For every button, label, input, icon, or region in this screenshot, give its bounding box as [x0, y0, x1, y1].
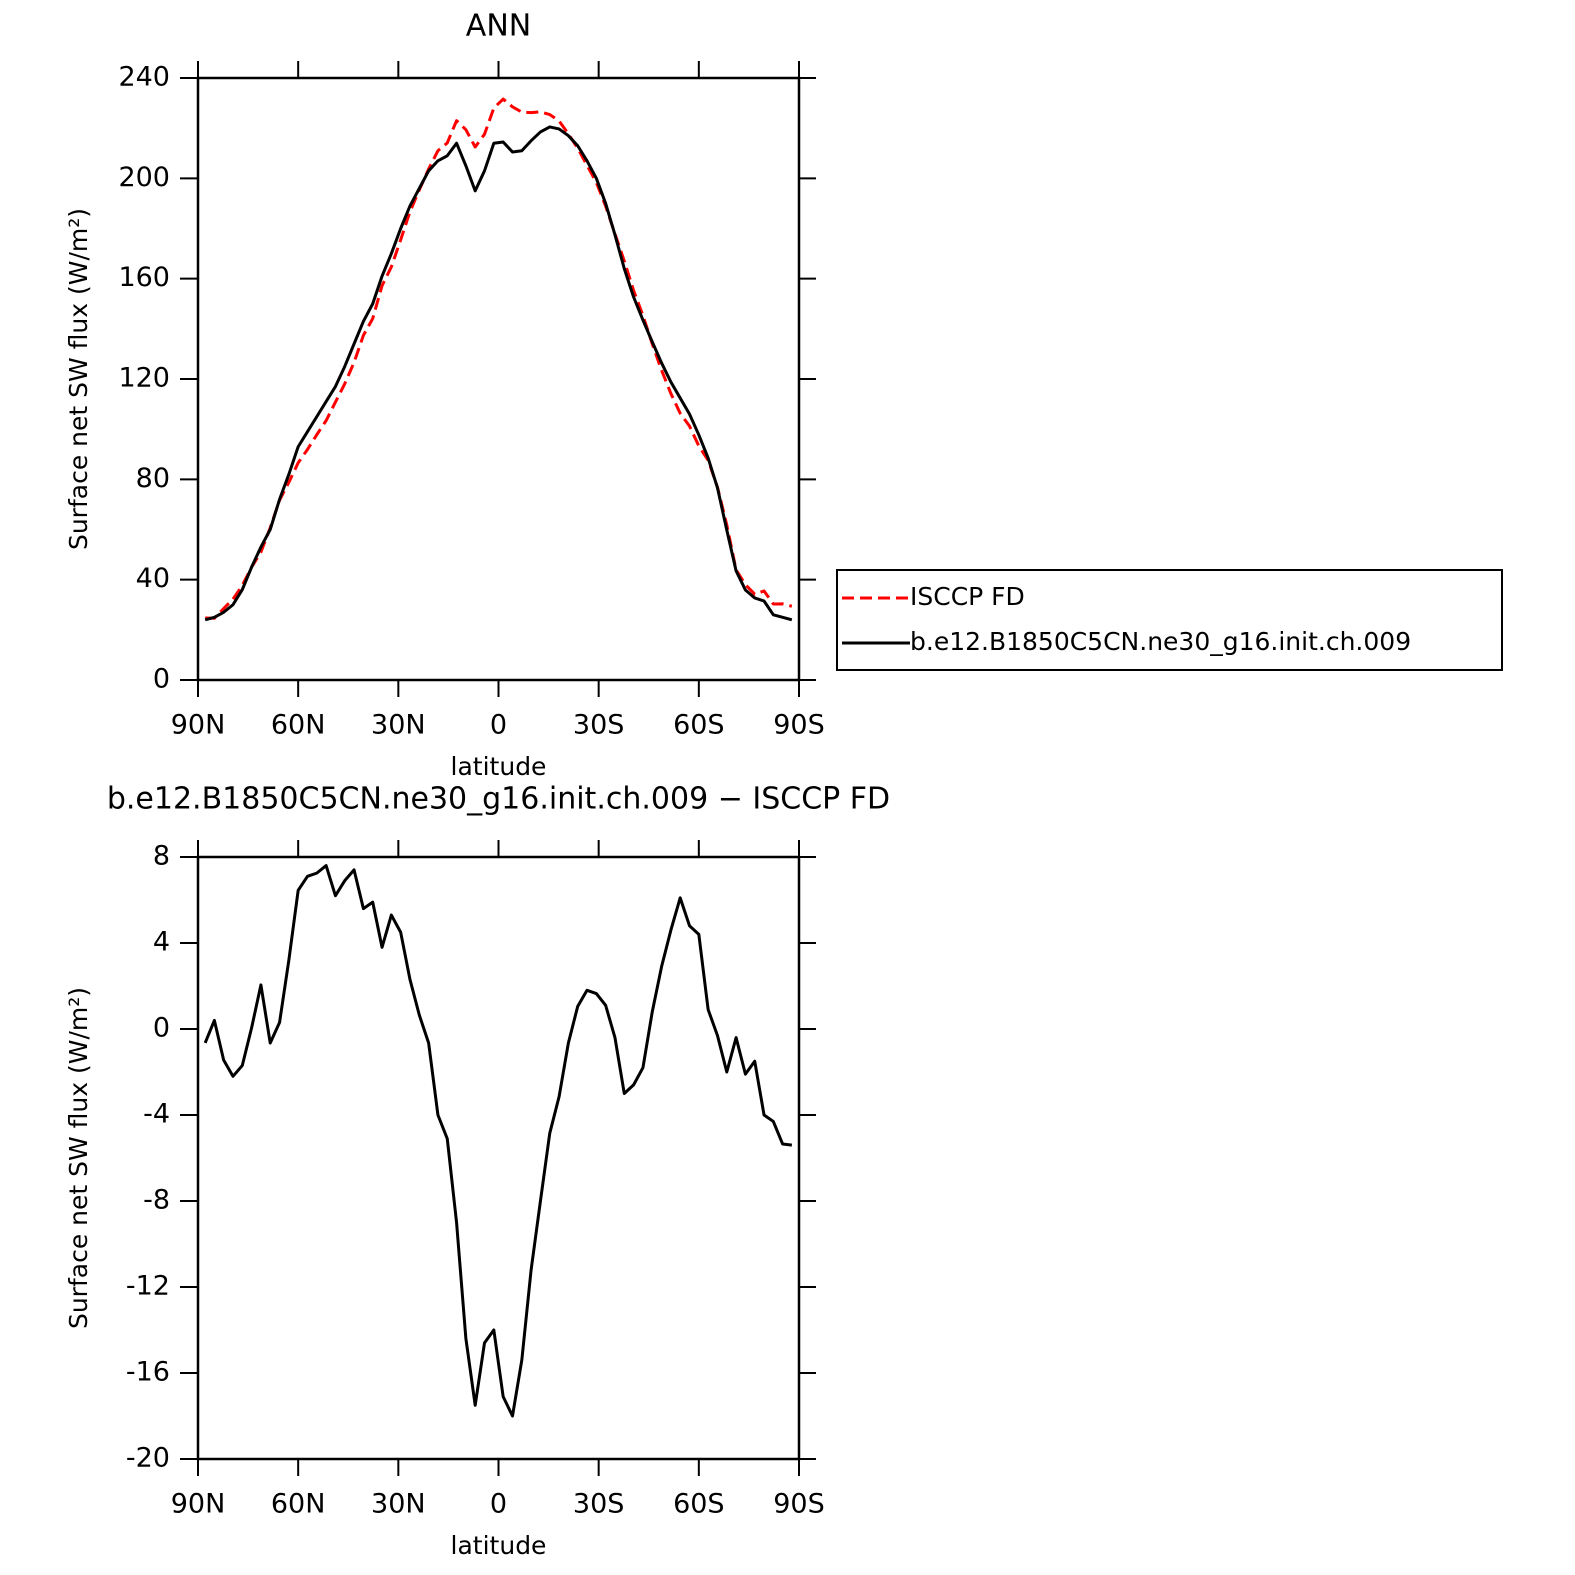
x-tick-label: 0 — [490, 1489, 507, 1520]
data-line — [204, 125, 793, 622]
x-axis-label: latitude — [451, 1531, 547, 1560]
y-tick-label: -4 — [143, 1099, 170, 1130]
x-tick-label: 60N — [271, 1489, 326, 1520]
y-tick-label: -8 — [143, 1185, 170, 1216]
x-axis-label: latitude — [451, 752, 547, 781]
x-tick-label: 30S — [573, 710, 625, 741]
y-tick-label: 40 — [136, 563, 170, 594]
x-tick-label: 30S — [573, 1489, 625, 1520]
y-tick-label: 120 — [118, 363, 170, 394]
y-axis-label: Surface net SW flux (W/m²) — [64, 208, 93, 550]
plot-frame — [196, 76, 801, 682]
y-tick-label: -12 — [126, 1271, 170, 1302]
x-tick-label: 90N — [171, 1489, 226, 1520]
x-tick-label: 60S — [673, 1489, 725, 1520]
y-tick-label: 80 — [136, 463, 170, 494]
x-tick-label: 0 — [490, 710, 507, 741]
y-tick-label: 0 — [153, 664, 170, 695]
x-tick-label: 30N — [371, 710, 426, 741]
chart-title: b.e12.B1850C5CN.ne30_g16.init.ch.009 − I… — [107, 782, 890, 817]
data-line — [205, 97, 793, 620]
y-tick-label: 8 — [153, 841, 170, 872]
y-tick-label: 160 — [118, 262, 170, 293]
y-tick-label: -20 — [126, 1443, 170, 1474]
x-tick-label: 60S — [673, 710, 725, 741]
plot-frame — [196, 855, 801, 1461]
x-tick-label: 90S — [773, 710, 825, 741]
x-tick-label: 60N — [271, 710, 326, 741]
y-tick-label: 4 — [153, 927, 170, 958]
legend-label: ISCCP FD — [910, 582, 1025, 611]
x-tick-label: 90N — [171, 710, 226, 741]
legend-label: b.e12.B1850C5CN.ne30_g16.init.ch.009 — [910, 627, 1411, 656]
data-line — [203, 864, 793, 1418]
y-tick-label: -16 — [126, 1357, 170, 1388]
y-tick-label: 200 — [118, 162, 170, 193]
legend-box — [836, 569, 1503, 671]
y-tick-label: 240 — [118, 62, 170, 93]
legend: ISCCP FD b.e12.B1850C5CN.ne30_g16.init.ch… — [836, 569, 1503, 671]
y-axis-label: Surface net SW flux (W/m²) — [64, 987, 93, 1329]
chart-title: ANN — [466, 9, 531, 44]
x-tick-label: 90S — [773, 1489, 825, 1520]
y-tick-label: 0 — [153, 1013, 170, 1044]
x-tick-label: 30N — [371, 1489, 426, 1520]
